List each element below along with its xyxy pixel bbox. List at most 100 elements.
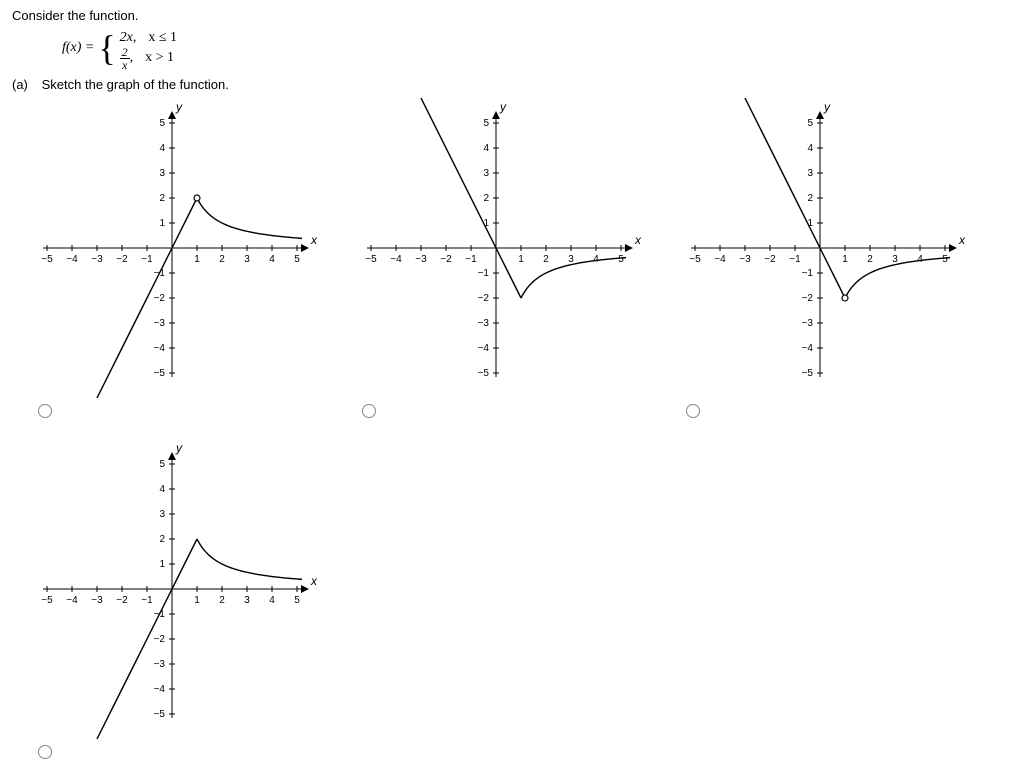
svg-text:2: 2: [219, 595, 225, 606]
svg-text:2: 2: [483, 193, 489, 204]
svg-text:5: 5: [294, 595, 300, 606]
svg-text:−2: −2: [116, 595, 128, 606]
svg-text:5: 5: [159, 118, 165, 129]
svg-text:3: 3: [244, 254, 250, 265]
svg-text:−2: −2: [154, 293, 166, 304]
svg-text:x: x: [958, 233, 966, 247]
part-a-tag: (a): [12, 77, 38, 92]
case1-cond: x ≤ 1: [148, 30, 177, 46]
svg-text:−1: −1: [465, 254, 477, 265]
case2-cond: x > 1: [145, 50, 174, 66]
graph-g2: −5−4−3−2−112345−5−4−3−2−112345yx: [346, 98, 646, 398]
svg-text:1: 1: [159, 559, 165, 570]
svg-text:1: 1: [159, 218, 165, 229]
svg-text:2: 2: [159, 534, 165, 545]
svg-text:4: 4: [159, 484, 165, 495]
svg-text:−5: −5: [802, 368, 814, 379]
svg-text:1: 1: [194, 254, 200, 265]
svg-text:−3: −3: [91, 595, 103, 606]
function-definition: f(x) = { 2x, x ≤ 1 2 x , x > 1: [62, 29, 1012, 67]
svg-text:−1: −1: [141, 595, 153, 606]
svg-text:y: y: [499, 100, 507, 114]
svg-text:4: 4: [269, 254, 275, 265]
svg-text:5: 5: [294, 254, 300, 265]
svg-text:4: 4: [807, 143, 813, 154]
svg-text:−2: −2: [802, 293, 814, 304]
svg-text:−3: −3: [802, 318, 814, 329]
chart-option-g2: −5−4−3−2−112345−5−4−3−2−112345yx: [346, 98, 646, 421]
svg-text:−2: −2: [478, 293, 490, 304]
chart-option-g3: −5−4−3−2−112345−5−4−3−2−112345yx: [670, 98, 970, 421]
svg-text:3: 3: [244, 595, 250, 606]
svg-text:2: 2: [807, 193, 813, 204]
svg-text:−5: −5: [41, 254, 53, 265]
svg-text:−1: −1: [478, 268, 490, 279]
svg-text:5: 5: [942, 254, 948, 265]
svg-text:−2: −2: [116, 254, 128, 265]
graph-g4: −5−4−3−2−112345−5−4−3−2−112345yx: [22, 439, 322, 739]
svg-text:−3: −3: [739, 254, 751, 265]
svg-text:x: x: [634, 233, 642, 247]
case2-comma: ,: [130, 50, 134, 66]
svg-text:3: 3: [807, 168, 813, 179]
svg-text:x: x: [310, 574, 318, 588]
svg-text:5: 5: [618, 254, 624, 265]
svg-text:5: 5: [483, 118, 489, 129]
brace-icon: {: [98, 30, 115, 66]
svg-text:4: 4: [269, 595, 275, 606]
svg-text:−4: −4: [154, 343, 166, 354]
svg-text:2: 2: [159, 193, 165, 204]
radio-g2[interactable]: [362, 404, 376, 418]
part-a-label: (a) Sketch the graph of the function.: [12, 77, 1012, 92]
svg-text:4: 4: [483, 143, 489, 154]
svg-text:y: y: [175, 441, 183, 455]
svg-text:−2: −2: [440, 254, 452, 265]
svg-text:−2: −2: [764, 254, 776, 265]
svg-text:4: 4: [159, 143, 165, 154]
svg-text:3: 3: [159, 168, 165, 179]
svg-text:3: 3: [892, 254, 898, 265]
func-lhs: f(x) =: [62, 40, 94, 56]
svg-text:4: 4: [593, 254, 599, 265]
svg-text:2: 2: [219, 254, 225, 265]
svg-text:−4: −4: [154, 684, 166, 695]
svg-text:−4: −4: [66, 595, 78, 606]
svg-text:−5: −5: [689, 254, 701, 265]
svg-text:3: 3: [159, 509, 165, 520]
svg-text:1: 1: [194, 595, 200, 606]
svg-text:3: 3: [483, 168, 489, 179]
chart-option-g1: −5−4−3−2−112345−5−4−3−2−112345yx: [22, 98, 322, 421]
question-intro: Consider the function.: [12, 8, 1012, 23]
svg-text:−1: −1: [141, 254, 153, 265]
svg-text:2: 2: [867, 254, 873, 265]
svg-text:−4: −4: [478, 343, 490, 354]
svg-text:−4: −4: [802, 343, 814, 354]
radio-g3[interactable]: [686, 404, 700, 418]
svg-text:−3: −3: [91, 254, 103, 265]
svg-text:−5: −5: [154, 368, 166, 379]
svg-text:x: x: [310, 233, 318, 247]
svg-text:3: 3: [568, 254, 574, 265]
svg-text:−3: −3: [154, 659, 166, 670]
svg-text:−4: −4: [714, 254, 726, 265]
case1-expr: 2x,: [120, 30, 137, 46]
svg-text:5: 5: [807, 118, 813, 129]
svg-text:1: 1: [842, 254, 848, 265]
charts-grid: −5−4−3−2−112345−5−4−3−2−112345yx −5−4−3−…: [12, 98, 1012, 762]
part-a-text: Sketch the graph of the function.: [42, 77, 229, 92]
svg-text:−4: −4: [390, 254, 402, 265]
graph-g1: −5−4−3−2−112345−5−4−3−2−112345yx: [22, 98, 322, 398]
svg-text:−1: −1: [802, 268, 814, 279]
svg-text:y: y: [175, 100, 183, 114]
svg-text:1: 1: [518, 254, 524, 265]
svg-text:−3: −3: [415, 254, 427, 265]
chart-option-g4: −5−4−3−2−112345−5−4−3−2−112345yx: [22, 439, 322, 762]
radio-g1[interactable]: [38, 404, 52, 418]
radio-g4[interactable]: [38, 745, 52, 759]
svg-text:−4: −4: [66, 254, 78, 265]
svg-text:2: 2: [543, 254, 549, 265]
svg-text:−5: −5: [478, 368, 490, 379]
svg-text:y: y: [823, 100, 831, 114]
svg-text:4: 4: [917, 254, 923, 265]
case2-frac: 2 x: [120, 46, 130, 71]
